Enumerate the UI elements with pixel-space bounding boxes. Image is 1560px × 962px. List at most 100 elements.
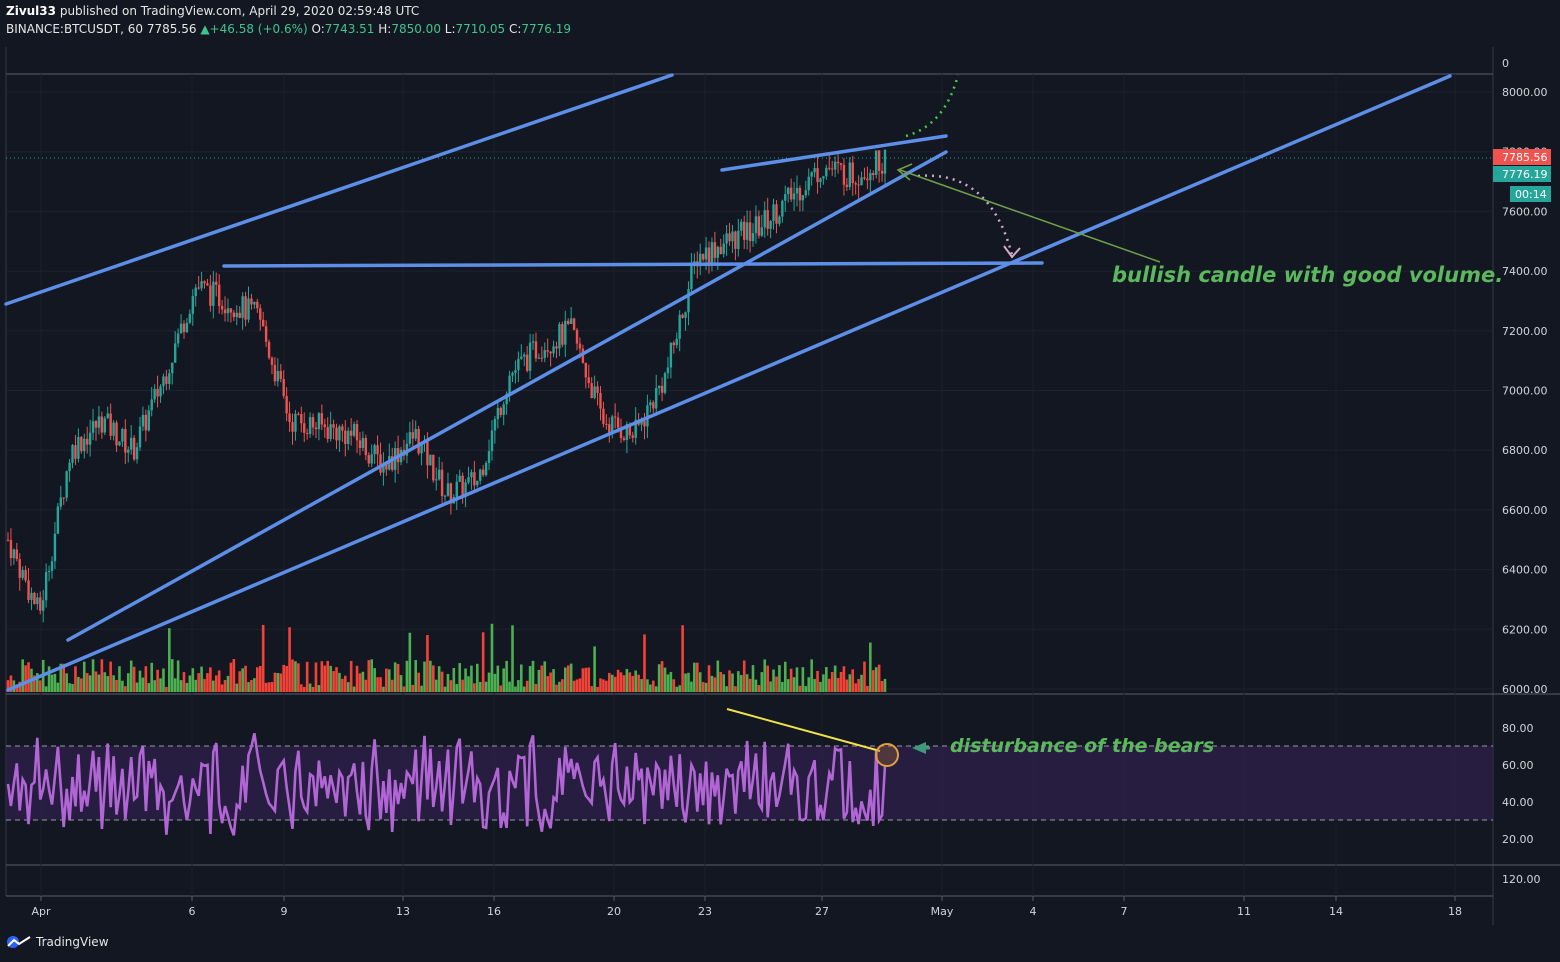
volume-bar [622, 675, 626, 692]
candle-body [435, 479, 438, 481]
candle-body [734, 231, 737, 249]
annotation-arrowhead [896, 163, 913, 181]
candle-body [206, 283, 209, 286]
volume-bar [478, 681, 482, 692]
symbol-label: BINANCE:BTCUSDT, 60 [6, 22, 144, 36]
volume-bar [402, 686, 406, 692]
volume-bar [748, 678, 752, 692]
rising-wedge-upper-line[interactable] [720, 134, 948, 172]
volume-bar [651, 680, 655, 692]
candle-body [760, 227, 764, 236]
volume-bar [455, 684, 459, 692]
bears-annotation-text: disturbance of the bears [950, 735, 1214, 757]
candle-body [561, 324, 564, 345]
price-axis[interactable]: 8000.007800.007600.007400.007200.007000.… [1502, 57, 1548, 886]
volume-bar [212, 680, 215, 692]
volume-bar [50, 674, 54, 692]
candle-body [429, 454, 432, 466]
time-tick-label: 6 [189, 905, 196, 918]
candle-body [338, 426, 341, 441]
volume-bar [874, 667, 878, 692]
candle-body [675, 338, 678, 346]
rising-wedge-lower-line[interactable] [66, 150, 948, 642]
candle-body [499, 407, 502, 415]
candle-body [241, 296, 244, 318]
candle-body [232, 312, 236, 318]
candle-body [787, 187, 790, 195]
candle-body [763, 210, 766, 228]
horizontal-support-line[interactable] [222, 261, 1044, 268]
candle-body [335, 427, 338, 441]
candle-body [267, 341, 271, 358]
candle-body [247, 298, 250, 320]
time-axis[interactable]: Apr 6 9 13 16 20 23 27 May 4 7 11 14 18 [31, 905, 1462, 918]
volume-bar [85, 673, 89, 692]
candle-body [50, 561, 54, 571]
volume-bar [795, 667, 799, 692]
volume-bar [663, 667, 667, 692]
price-tick-label: 7000.00 [1502, 385, 1548, 398]
volume-bar [487, 672, 491, 692]
candles [6, 149, 887, 623]
volume-bar [276, 672, 280, 692]
volume-bar [511, 625, 514, 692]
candle-body [549, 351, 552, 354]
candle-body [176, 333, 180, 344]
candle-body [737, 230, 740, 249]
candle-body [740, 221, 743, 231]
candle-body [352, 424, 356, 436]
candle-body [684, 312, 687, 318]
volume-bar [531, 660, 535, 692]
volume-bar [552, 669, 555, 692]
candle-body [599, 392, 602, 409]
volume-bar [563, 667, 567, 692]
volume-bar [308, 683, 312, 692]
volume-bar [261, 624, 265, 692]
candle-body [572, 318, 576, 330]
volume-bar [605, 680, 608, 692]
volume-bar [129, 660, 133, 692]
candle-body [584, 362, 588, 378]
volume-bar [33, 675, 36, 692]
volume-bar [866, 685, 869, 692]
volume-bar [581, 668, 585, 692]
candle-body [722, 243, 725, 255]
candle-body [165, 376, 168, 384]
tradingview-logo[interactable]: TradingView [6, 935, 109, 949]
long-support-line[interactable] [6, 74, 1452, 692]
volume-bar [499, 685, 503, 692]
volume-bar [106, 676, 110, 692]
bearish-projection [917, 174, 1014, 256]
candle-body [666, 367, 670, 374]
volume-bar [880, 680, 884, 692]
candle-body [616, 417, 620, 428]
volume-bar [646, 679, 649, 692]
trendlines[interactable] [4, 73, 1452, 692]
volume-bar [118, 666, 121, 692]
candle-body [21, 570, 24, 578]
volume-bar [165, 686, 168, 692]
candle-body [264, 326, 268, 342]
time-tick-label: 27 [815, 905, 829, 918]
candle-body [505, 393, 508, 405]
volume-bar [417, 672, 420, 692]
volume-bar [206, 673, 209, 692]
volume-bar [109, 661, 112, 692]
time-tick-label: 7 [1121, 905, 1128, 918]
volume-bar [833, 665, 837, 692]
volume-bar [543, 661, 547, 692]
candle-body [833, 161, 837, 170]
volume-bar [203, 679, 206, 692]
volume-bar [666, 674, 670, 692]
volume-bar [338, 672, 341, 692]
last-price: 7785.56 [146, 22, 197, 36]
upper-channel-line[interactable] [4, 73, 674, 306]
volume-bar [842, 666, 846, 692]
candle-body [634, 419, 637, 438]
volume-bar [132, 666, 136, 692]
candle-body [479, 469, 482, 481]
candle-body [769, 220, 772, 229]
price-tick-label: 6600.00 [1502, 504, 1548, 517]
volume-bar [326, 660, 330, 692]
